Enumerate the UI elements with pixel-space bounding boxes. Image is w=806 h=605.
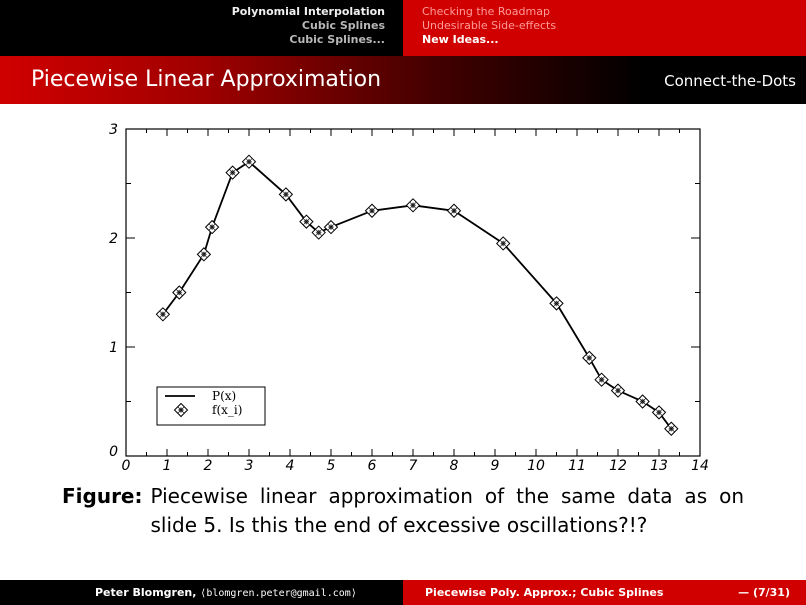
marker-hatch — [282, 190, 290, 198]
x-tick-label: 1 — [163, 458, 172, 474]
author-email: ⟨blomgren.peter@gmail.com⟩ — [200, 588, 357, 599]
slide-title: Piecewise Linear Approximation — [31, 67, 382, 92]
data-point-marker — [311, 225, 326, 240]
marker-hatch — [639, 398, 647, 405]
footer-course-title: Piecewise Poly. Approx.; Cubic Splines — [425, 586, 664, 599]
legend-label-f: f(x_i) — [212, 403, 242, 417]
section-navigation: Polynomial Interpolation Cubic Splines Cub… — [0, 0, 806, 56]
legend-box — [156, 386, 266, 426]
nav-subsection-list: Checking the Roadmap Undesirable Side-eff… — [422, 5, 556, 47]
data-point-marker — [446, 203, 462, 218]
marker-hatch — [159, 310, 167, 318]
footer-right: Piecewise Poly. Approx.; Cubic Splines —… — [403, 580, 806, 605]
data-point-marker — [196, 247, 212, 262]
marker-hatch — [499, 239, 507, 247]
legend-diamond-marker — [173, 402, 189, 418]
data-point-marker — [405, 198, 421, 213]
marker-hatch — [368, 207, 376, 215]
marker-hatch — [655, 408, 663, 416]
marker-hatch — [667, 425, 675, 433]
marker-hatch — [302, 218, 310, 226]
author-name: Peter Blomgren, — [95, 586, 197, 599]
data-point-marker — [278, 187, 294, 202]
y-tick-label: 1 — [109, 340, 118, 356]
marker-hatch — [245, 158, 253, 166]
marker-hatch — [450, 207, 458, 215]
marker-hatch — [553, 299, 560, 307]
x-tick-label: 7 — [409, 458, 418, 474]
nav-section-list: Polynomial Interpolation Cubic Splines Cub… — [232, 5, 385, 47]
nav-section-item[interactable]: Polynomial Interpolation — [231, 5, 385, 18]
marker-hatch — [229, 169, 237, 177]
caption-text: Piecewise linear approximation of the sa… — [150, 484, 745, 537]
marker-hatch — [614, 387, 622, 395]
figure-caption: Figure: Piecewise linear approximation o… — [62, 482, 744, 540]
nav-section-item[interactable]: Cubic Splines — [301, 19, 385, 32]
nav-subsections: Checking the Roadmap Undesirable Side-eff… — [403, 0, 806, 56]
x-tick-label: 12 — [609, 458, 627, 474]
marker-hatch — [327, 223, 335, 231]
slide-subtitle: Connect-the-Dots — [664, 72, 796, 90]
data-point-marker — [299, 214, 314, 229]
x-tick-label: 3 — [245, 458, 254, 474]
y-tick-label: 0 — [109, 444, 118, 460]
y-tick-label: 2 — [109, 231, 118, 247]
data-point-marker — [225, 165, 240, 180]
marker-hatch — [598, 376, 606, 384]
x-tick-label: 4 — [286, 458, 295, 474]
nav-section-item[interactable]: Cubic Splines... — [289, 33, 385, 46]
data-point-marker — [172, 285, 187, 300]
x-tick-label: 11 — [568, 458, 586, 474]
x-tick-label: 8 — [450, 458, 459, 474]
data-point-marker — [651, 405, 667, 420]
data-point-marker — [495, 236, 511, 251]
x-tick-label: 14 — [691, 458, 709, 474]
nav-subsection-item[interactable]: New Ideas... — [422, 33, 499, 46]
nav-sections: Polynomial Interpolation Cubic Splines Cub… — [0, 0, 403, 56]
legend-label-p: P(x) — [212, 389, 236, 403]
nav-subsection-item[interactable]: Undesirable Side-effects — [422, 19, 557, 32]
footer-page-number: — (7/31) — [738, 586, 790, 599]
marker-hatch — [315, 229, 323, 237]
series-f-of-xi — [155, 154, 679, 436]
data-point-marker — [582, 350, 597, 366]
data-point-marker — [204, 219, 220, 235]
chart-legend: P(x) f(x_i) — [156, 386, 266, 426]
x-tick-label: 6 — [368, 458, 377, 474]
data-point-marker — [323, 219, 339, 235]
x-tick-label: 5 — [327, 458, 336, 474]
marker-hatch — [208, 223, 216, 231]
x-tick-label: 0 — [122, 458, 131, 474]
caption-label: Figure: — [62, 484, 143, 508]
marker-hatch — [177, 406, 185, 414]
data-point-marker — [155, 307, 171, 322]
marker-hatch — [175, 289, 183, 296]
nav-subsection-item[interactable]: Checking the Roadmap — [422, 5, 550, 18]
x-tick-label: 13 — [650, 458, 668, 474]
x-tick-label: 2 — [204, 458, 213, 474]
data-point-marker — [610, 383, 626, 398]
y-tick-label: 3 — [109, 122, 118, 138]
marker-hatch — [200, 250, 208, 258]
footer-author: Peter Blomgren, ⟨blomgren.peter@gmail.co… — [95, 586, 357, 599]
legend-marker-swatch — [173, 402, 189, 418]
data-point-marker — [549, 296, 564, 311]
chart-ticks — [125, 128, 701, 457]
marker-hatch — [585, 354, 593, 362]
data-point-marker — [364, 203, 380, 218]
data-point-marker — [635, 394, 650, 409]
x-tick-label: 9 — [491, 458, 500, 474]
data-point-marker — [594, 372, 609, 387]
x-tick-label: 10 — [527, 458, 545, 474]
data-point-marker — [241, 154, 257, 169]
footer-left: Peter Blomgren, ⟨blomgren.peter@gmail.co… — [0, 580, 403, 605]
title-bar: Piecewise Linear Approximation Connect-t… — [0, 56, 806, 104]
footer: Peter Blomgren, ⟨blomgren.peter@gmail.co… — [0, 580, 806, 605]
data-point-marker — [664, 421, 679, 436]
marker-hatch — [409, 201, 417, 209]
